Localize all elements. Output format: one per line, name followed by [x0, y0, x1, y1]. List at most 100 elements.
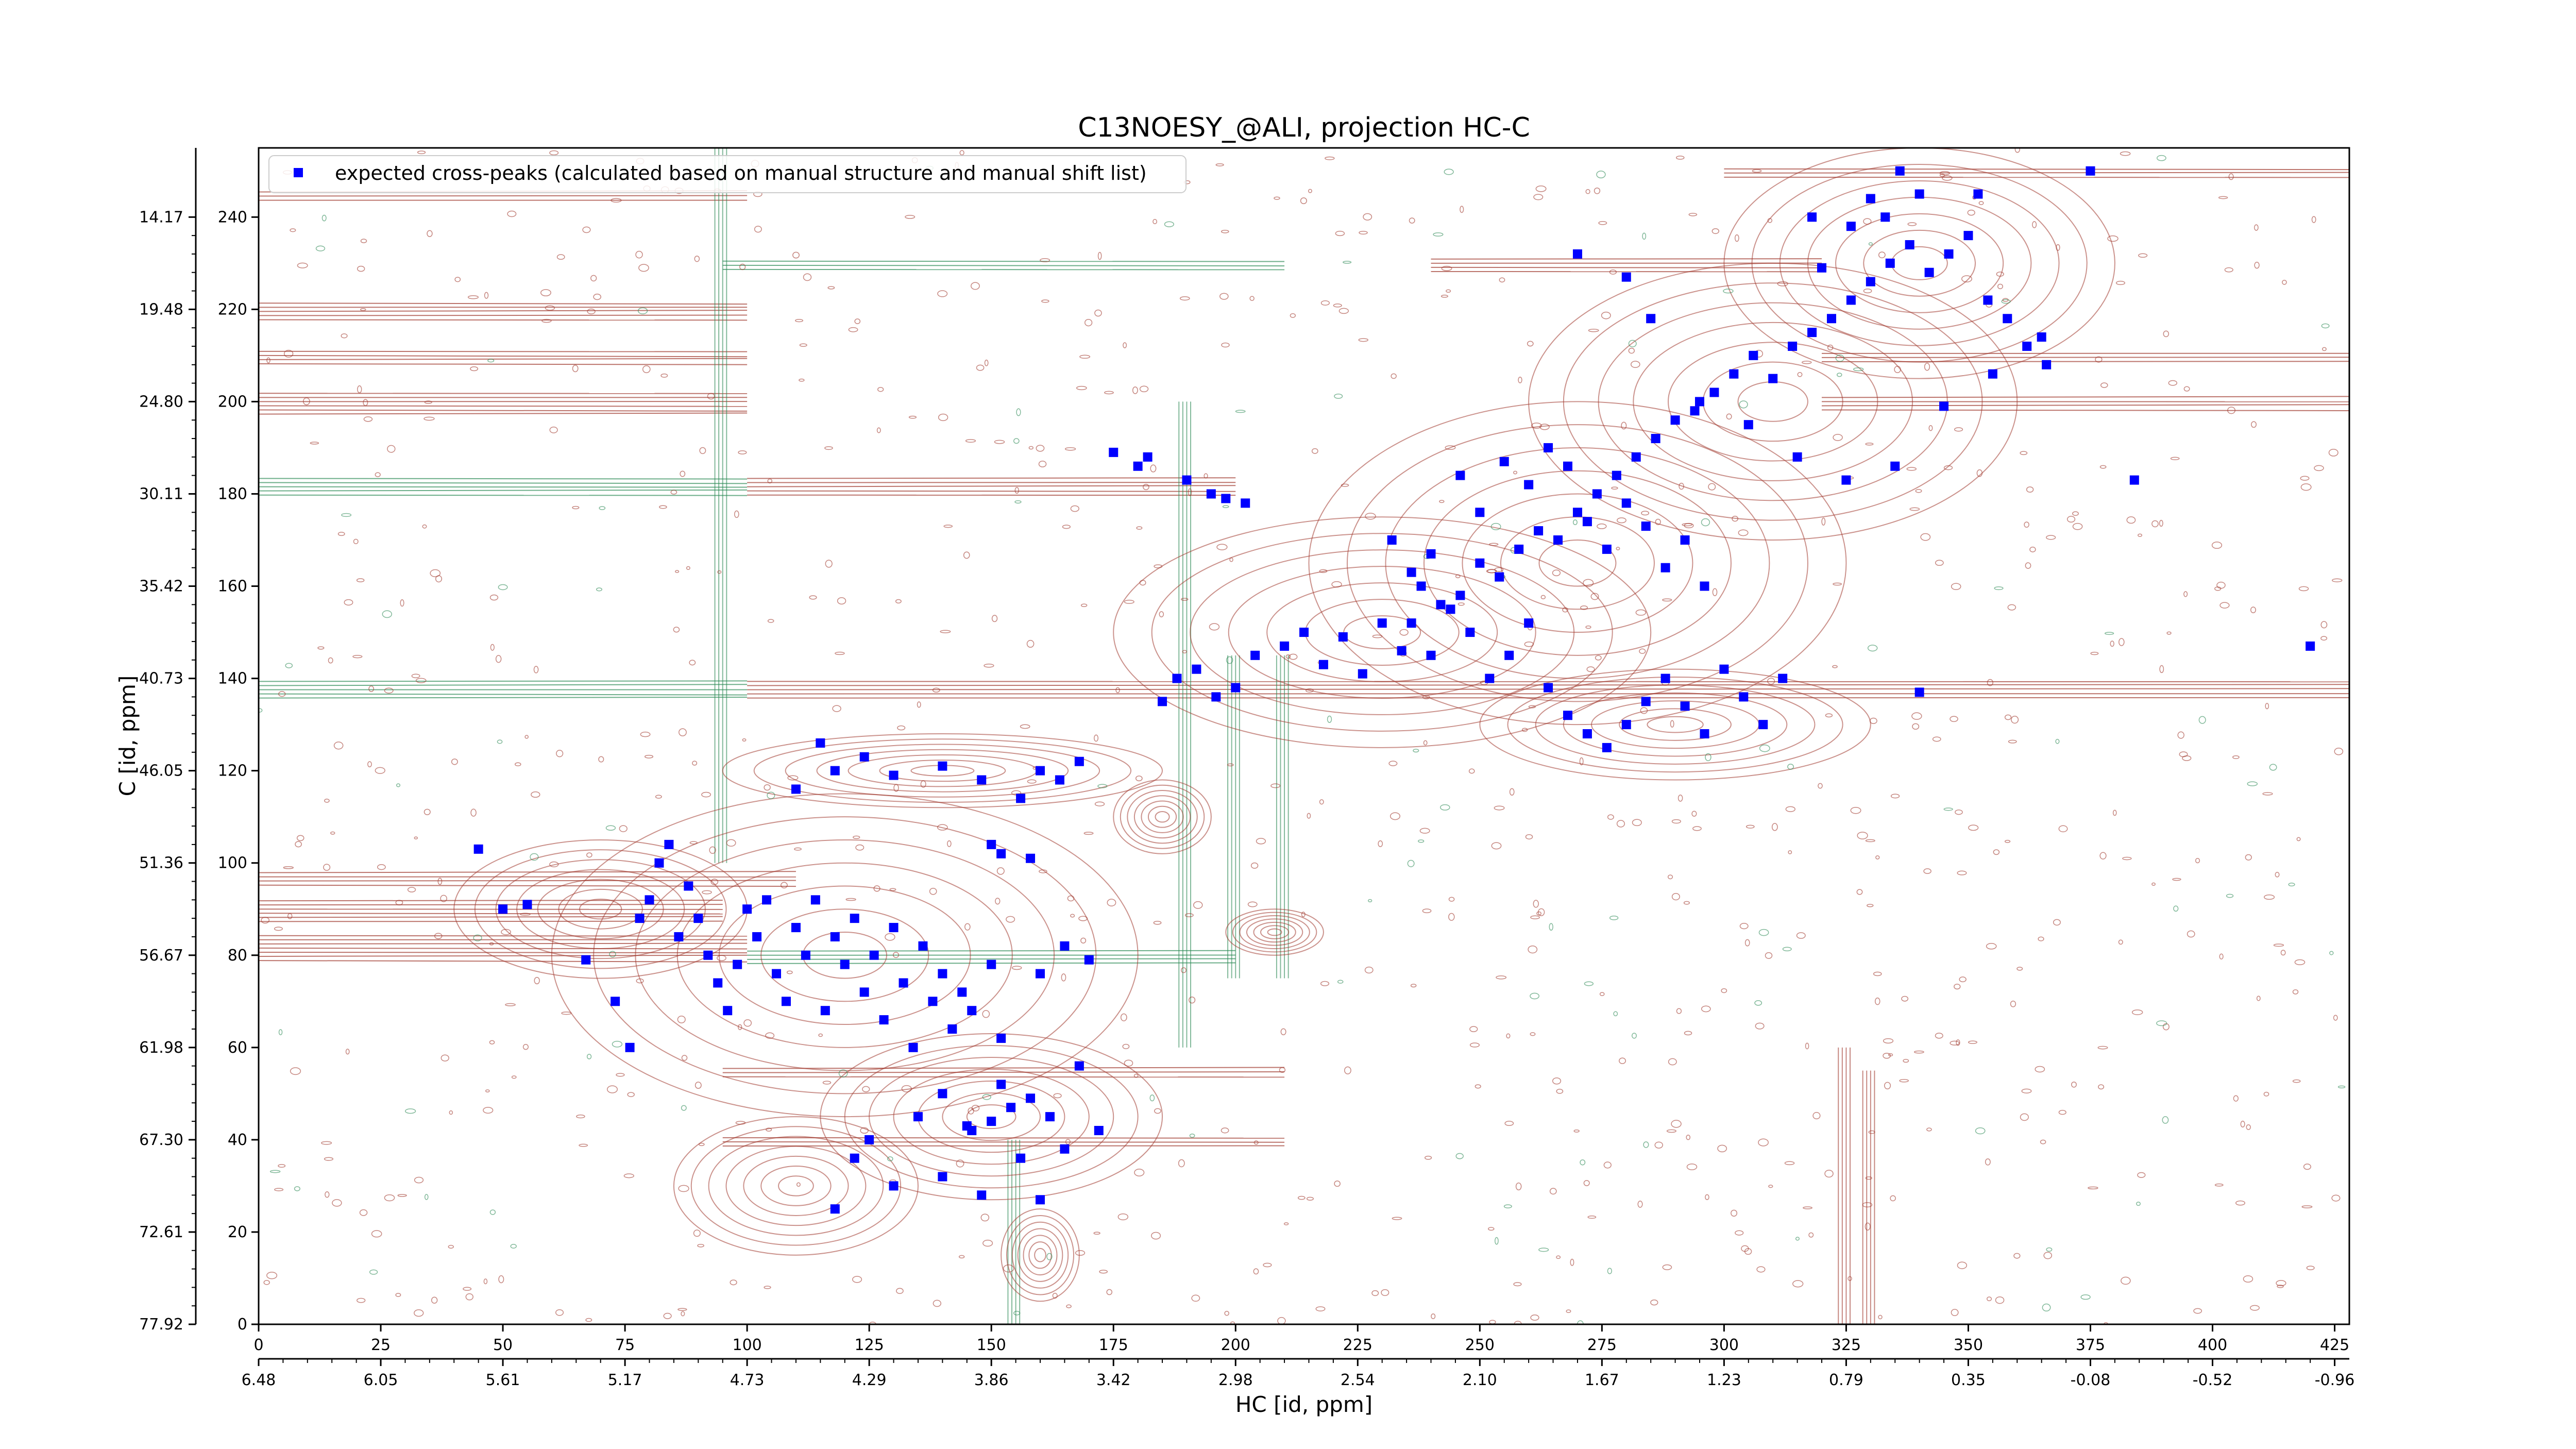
noise-contour: [686, 566, 690, 570]
noise-contour: [2228, 173, 2234, 180]
noise-contour: [1785, 806, 1795, 812]
noise-contour: [848, 327, 858, 332]
noise-contour: [766, 1127, 772, 1132]
noise-contour: [1628, 340, 1637, 347]
noise-contour: [1285, 654, 1291, 659]
noise-contour: [1139, 580, 1146, 586]
noise-contour: [2232, 755, 2240, 760]
noise-contour: [1884, 1082, 1891, 1090]
cross-peak-marker: [1426, 650, 1436, 660]
noise-contour: [1997, 283, 2003, 290]
noise-contour: [1836, 373, 1842, 377]
noise-contour: [1003, 1264, 1014, 1273]
noise-contour: [359, 1209, 368, 1216]
cross-peak-marker: [859, 752, 869, 762]
noise-contour: [1863, 288, 1872, 294]
contour-streak: [259, 954, 748, 957]
noise-contour: [1632, 819, 1642, 827]
noise-contour: [2016, 967, 2023, 971]
noise-contour: [1950, 1040, 1960, 1046]
noise-contour: [1741, 1245, 1749, 1252]
noise-contour: [2014, 148, 2020, 153]
noise-contour: [1767, 218, 1773, 223]
cross-peak-marker: [967, 1006, 977, 1016]
noise-contour: [1506, 1033, 1511, 1039]
noise-contour: [414, 836, 418, 839]
noise-contour: [2183, 386, 2190, 392]
noise-contour: [1777, 281, 1788, 287]
noise-contour: [2250, 606, 2257, 614]
noise-contour: [1343, 261, 1352, 264]
contour-streak: [1822, 404, 2349, 407]
noise-contour: [1315, 1306, 1326, 1311]
legend: expected cross-peaks (calculated based o…: [268, 155, 1187, 193]
noise-contour: [893, 952, 899, 958]
cross-peak-marker: [1143, 452, 1153, 462]
noise-contour: [473, 934, 482, 941]
noise-contour: [889, 888, 896, 891]
cross-peak-marker: [1914, 687, 1924, 697]
noise-contour: [2162, 1116, 2169, 1124]
cross-peak-marker: [1670, 415, 1680, 425]
noise-contour: [430, 569, 441, 578]
noise-contour: [787, 775, 799, 781]
cross-peak-marker: [1905, 240, 1914, 250]
noise-contour: [1499, 277, 1505, 283]
noise-contour: [1552, 1077, 1562, 1085]
cross-peak-marker: [889, 770, 899, 780]
noise-contour: [956, 1159, 964, 1168]
cross-peak-marker: [1416, 581, 1426, 591]
noise-contour: [2198, 716, 2206, 724]
noise-contour: [533, 666, 539, 673]
cross-peak-marker: [781, 997, 791, 1006]
noise-contour: [627, 1092, 635, 1098]
noise-contour: [1518, 377, 1522, 383]
noise-contour: [1124, 599, 1134, 604]
noise-contour: [1833, 434, 1843, 441]
noise-contour: [572, 364, 579, 373]
noise-contour: [1283, 1222, 1289, 1225]
cross-peak-marker: [674, 932, 684, 941]
noise-contour: [411, 673, 420, 679]
cross-peak-marker: [1866, 194, 1875, 204]
cross-peak-marker: [1045, 1112, 1055, 1122]
noise-contour: [514, 762, 521, 767]
cross-peak-marker: [2022, 341, 2032, 351]
noise-contour: [694, 256, 700, 262]
contour-ring: [753, 738, 1132, 803]
noise-contour: [917, 701, 921, 708]
noise-contour: [1020, 724, 1030, 729]
noise-contour: [1334, 1181, 1341, 1187]
noise-contour: [681, 1311, 685, 1317]
noise-contour: [1179, 296, 1190, 301]
noise-contour: [1079, 355, 1091, 359]
noise-contour: [1448, 897, 1455, 902]
noise-contour: [1301, 912, 1306, 917]
noise-contour: [2056, 244, 2060, 251]
noise-contour: [1204, 473, 1208, 479]
noise-contour: [1832, 665, 1838, 668]
noise-contour: [414, 1309, 424, 1317]
contour-ring: [676, 862, 1013, 1048]
noise-contour: [743, 1019, 752, 1027]
cross-peak-marker: [1582, 517, 1592, 527]
noise-contour: [556, 254, 565, 260]
noise-contour: [1041, 299, 1049, 303]
noise-contour: [963, 551, 970, 559]
noise-contour: [1253, 1268, 1259, 1275]
cross-peak-marker: [1504, 650, 1514, 660]
noise-contour: [1409, 217, 1415, 224]
y-ppm-tick-label: 19.48: [139, 300, 183, 318]
noise-contour: [862, 1086, 870, 1092]
cross-peak-marker: [1055, 775, 1064, 785]
noise-contour: [1038, 460, 1047, 467]
noise-contour: [1540, 595, 1546, 599]
noise-contour: [1935, 1033, 1943, 1039]
cross-peak-marker: [938, 1089, 947, 1099]
noise-contour: [855, 844, 865, 851]
noise-contour: [1906, 467, 1917, 471]
noise-contour: [1642, 232, 1647, 240]
contour-ring: [1155, 811, 1170, 823]
contour-ring: [1151, 533, 1613, 732]
noise-contour: [1221, 1127, 1229, 1134]
